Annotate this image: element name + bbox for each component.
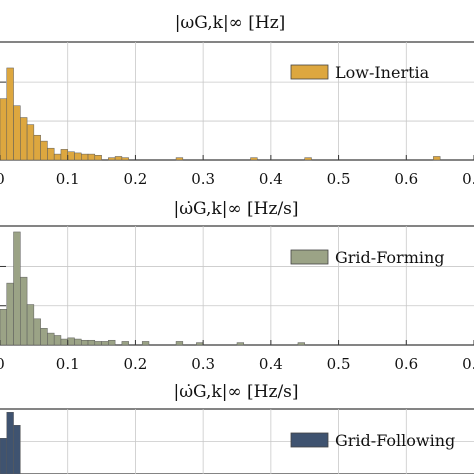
histogram-bar [108, 339, 116, 346]
histogram-bar [53, 335, 62, 346]
histogram-bar [60, 149, 68, 161]
x-axis-label-2: |ω̇G,k|∞ [Hz/s] [173, 382, 298, 402]
histogram-bar [250, 157, 258, 161]
x-tick-label: 0.2 [123, 170, 147, 188]
histogram-bar [81, 153, 89, 161]
histogram-bar [94, 341, 102, 346]
histogram-bar [141, 341, 150, 346]
histogram-bar [26, 304, 35, 346]
x-tick-label: 0.4 [259, 355, 283, 373]
histogram-bar [81, 339, 89, 346]
histogram-bar [304, 157, 312, 161]
histogram-bar [13, 105, 21, 161]
histogram-bar [175, 341, 184, 346]
histogram-bar [297, 342, 305, 346]
x-tick-label: 0.6 [394, 170, 418, 188]
panel-low-inertia: 0 0.1 0.2 0.3 0.4 0.5 0.6 0.7 Low-Inertia [0, 41, 474, 188]
histogram-bar [20, 117, 28, 161]
histogram-bar [6, 282, 14, 346]
histogram-bar [67, 151, 75, 161]
histogram-bar [74, 338, 82, 346]
x-tick-label: 0.7 [462, 355, 474, 373]
x-tick-label: 0.1 [56, 355, 80, 373]
x-tick-label: 0 [0, 170, 5, 188]
plot-frame [0, 225, 474, 346]
histogram-bar [0, 309, 8, 346]
histogram-bar [26, 124, 35, 161]
x-tick-label: 0.2 [123, 355, 147, 373]
x-tick-label: 0 [0, 355, 5, 373]
plot-frame [0, 41, 474, 161]
histogram-bar [94, 155, 102, 161]
histogram-bar [87, 339, 96, 346]
histogram-bar [108, 157, 116, 161]
histogram-bar [101, 341, 109, 346]
legend-swatch [290, 432, 329, 448]
histogram-bar [47, 332, 55, 346]
histogram-bar [433, 156, 441, 161]
histogram-bar [33, 318, 41, 346]
histogram-bar [40, 140, 48, 161]
histogram-bar [33, 134, 41, 161]
x-tick-label: 0.7 [462, 170, 474, 188]
legend-label: Grid-Forming [335, 248, 445, 267]
histogram-bar [47, 147, 55, 161]
histogram-bar [121, 341, 129, 346]
x-axis-label-1: |ω̇G,k|∞ [Hz/s] [173, 199, 298, 219]
histogram-bar [60, 338, 68, 346]
legend-swatch [290, 249, 329, 265]
x-tick-label: 0.5 [327, 355, 351, 373]
histogram-bar [67, 337, 75, 346]
histogram-bar [87, 153, 96, 161]
x-tick-label: 0.3 [191, 170, 215, 188]
histogram-bar [13, 425, 21, 474]
histogram-bar [196, 342, 204, 346]
x-tick-label: 0.5 [327, 170, 351, 188]
legend-label: Grid-Following [335, 431, 455, 450]
legend-swatch [290, 64, 329, 80]
histogram-bar [40, 328, 48, 346]
panel-grid-following: Grid-Following [0, 408, 474, 474]
histogram-bar [0, 98, 8, 161]
histogram-bar [6, 67, 14, 161]
histogram-bar [13, 231, 21, 346]
x-tick-label: 0.3 [191, 355, 215, 373]
x-tick-label: 0.6 [394, 355, 418, 373]
histogram-bar [53, 153, 62, 161]
top-axis-label: |ωG,k|∞ [Hz] [175, 13, 286, 33]
panel-grid-forming: 0 0.1 0.2 0.3 0.4 0.5 0.6 0.7 Grid-Forming [0, 225, 474, 373]
x-tick-label: 0.1 [56, 170, 80, 188]
histogram-bar [236, 342, 245, 346]
x-tick-label: 0.4 [259, 170, 283, 188]
histogram-bar [74, 152, 82, 161]
histogram-bar [20, 276, 28, 346]
histogram-bar [121, 157, 129, 161]
histogram-bar [175, 157, 184, 161]
histogram-bar [6, 412, 14, 474]
legend-label: Low-Inertia [335, 63, 430, 82]
histogram-bar [114, 156, 123, 161]
histogram-bar [0, 438, 8, 474]
